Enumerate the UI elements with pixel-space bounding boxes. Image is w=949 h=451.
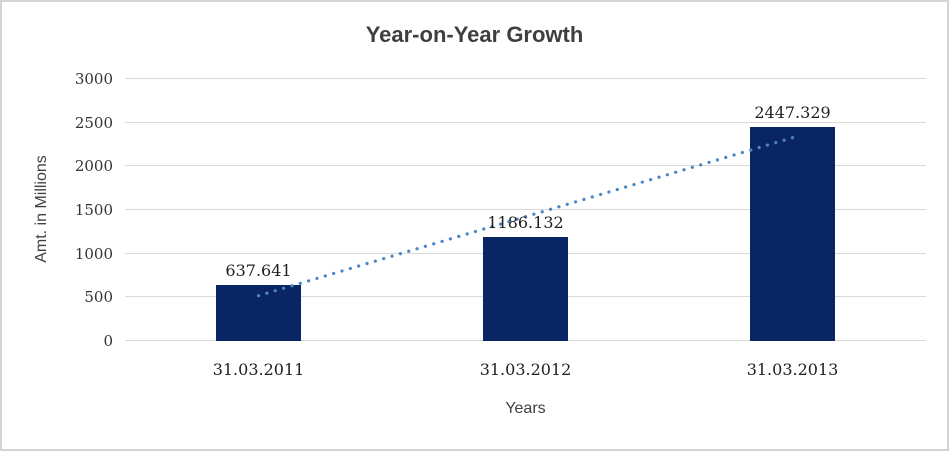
gridline bbox=[125, 165, 926, 167]
y-tick-label: 500 bbox=[84, 288, 113, 307]
gridline bbox=[125, 78, 926, 79]
y-tick-label: 1000 bbox=[74, 244, 113, 263]
y-tick-label: 3000 bbox=[74, 70, 113, 88]
bar-group: 2447.329 bbox=[659, 79, 926, 341]
data-label: 1186.132 bbox=[487, 213, 564, 233]
data-label: 2447.329 bbox=[754, 103, 831, 123]
data-label: 637.641 bbox=[225, 261, 292, 281]
category-label: 31.03.2012 bbox=[479, 360, 572, 379]
bars-row: 637.641 1186.132 2447.329 bbox=[125, 79, 926, 341]
y-tick-label: 2500 bbox=[74, 113, 113, 132]
category-label: 31.03.2011 bbox=[212, 360, 305, 379]
y-tick-label: 1500 bbox=[74, 201, 113, 219]
x-axis-title: Years bbox=[505, 400, 546, 417]
category-label: 31.03.2013 bbox=[746, 360, 839, 379]
y-tick-label: 2000 bbox=[74, 157, 113, 176]
bar bbox=[483, 237, 568, 341]
trendline bbox=[256, 136, 795, 298]
bar bbox=[750, 127, 835, 341]
trendline-line bbox=[256, 136, 795, 298]
plot-area: 637.641 1186.132 2447.329 bbox=[125, 78, 926, 341]
bar-group: 1186.132 bbox=[392, 79, 659, 341]
gridline bbox=[125, 121, 926, 123]
category-axis: 31.03.2011 31.03.2012 31.03.2013 bbox=[125, 360, 926, 379]
chart-title: Year-on-Year Growth bbox=[365, 22, 584, 47]
gridline bbox=[125, 209, 926, 210]
y-tick-label: 0 bbox=[103, 332, 113, 350]
y-axis-ticks: 0 500 1000 1500 2000 2500 3000 bbox=[0, 70, 113, 350]
